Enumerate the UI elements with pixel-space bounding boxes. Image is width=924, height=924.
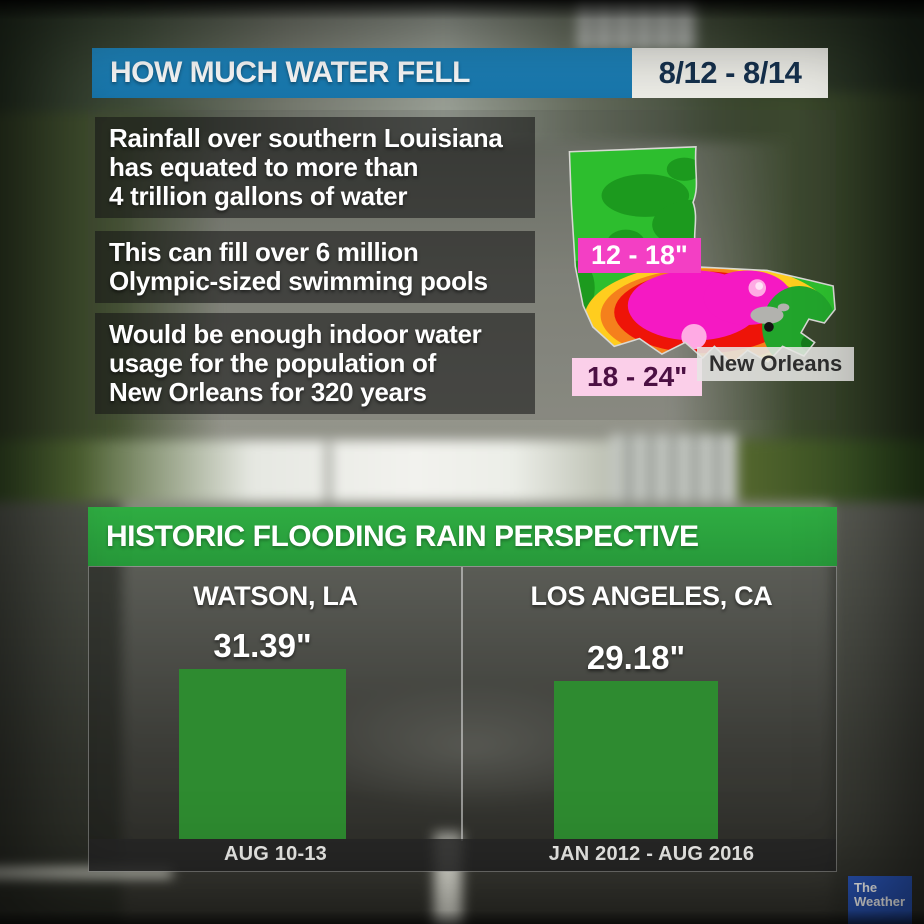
value-label-watson: 31.39" — [213, 627, 312, 664]
photo-blob-building-top — [577, 0, 697, 50]
new-orleans-label: New Orleans — [697, 347, 855, 381]
new-orleans-dot — [764, 322, 774, 332]
map-state-outline — [568, 146, 836, 365]
rain-comparison-chart: WATSON, LA LOS ANGELES, CA 31.39" 29.18"… — [88, 566, 837, 872]
photo-blob-white-streak — [0, 868, 172, 878]
rain-band-label-18-24: 18 - 24" — [572, 358, 703, 396]
bar-watson — [179, 669, 346, 839]
date-range-box: 8/12 - 8/14 — [632, 48, 828, 98]
top-title: HOW MUCH WATER FELL — [110, 56, 470, 89]
chart-divider — [461, 567, 463, 841]
fact-rainfall-total: Rainfall over southern Louisiana has equ… — [95, 117, 535, 219]
top-header-bar: HOW MUCH WATER FELL — [92, 48, 632, 98]
rain-band-label-12-18: 12 - 18" — [578, 238, 701, 273]
value-label-los-angeles: 29.18" — [586, 639, 686, 676]
photo-blob-roadside-right — [832, 502, 924, 924]
bottom-title: HISTORIC FLOODING RAIN PERSPECTIVE — [106, 519, 699, 553]
period-strip: AUG 10-13 JAN 2012 - AUG 2016 — [89, 839, 836, 871]
fact-swimming-pools: This can fill over 6 million Olympic-siz… — [95, 231, 535, 304]
bottom-header-bar: HISTORIC FLOODING RAIN PERSPECTIVE — [88, 507, 837, 566]
logo-line-1: The — [854, 880, 878, 895]
logo-line-2: Weather — [854, 894, 906, 910]
fact-indoor-water-usage: Would be enough indoor water usage for t… — [95, 313, 535, 415]
period-label-los-angeles: JAN 2012 - AUG 2016 — [548, 843, 755, 865]
category-label-watson: WATSON, LA — [193, 581, 358, 611]
category-label-los-angeles: LOS ANGELES, CA — [530, 581, 773, 611]
photo-blob-building-mid — [610, 434, 738, 508]
weather-channel-logo: The Weather — [848, 876, 912, 924]
photo-blob-pole — [326, 442, 331, 512]
period-label-watson: AUG 10-13 — [224, 843, 327, 865]
bar-los-angeles — [554, 681, 718, 839]
date-range-text: 8/12 - 8/14 — [658, 55, 802, 90]
